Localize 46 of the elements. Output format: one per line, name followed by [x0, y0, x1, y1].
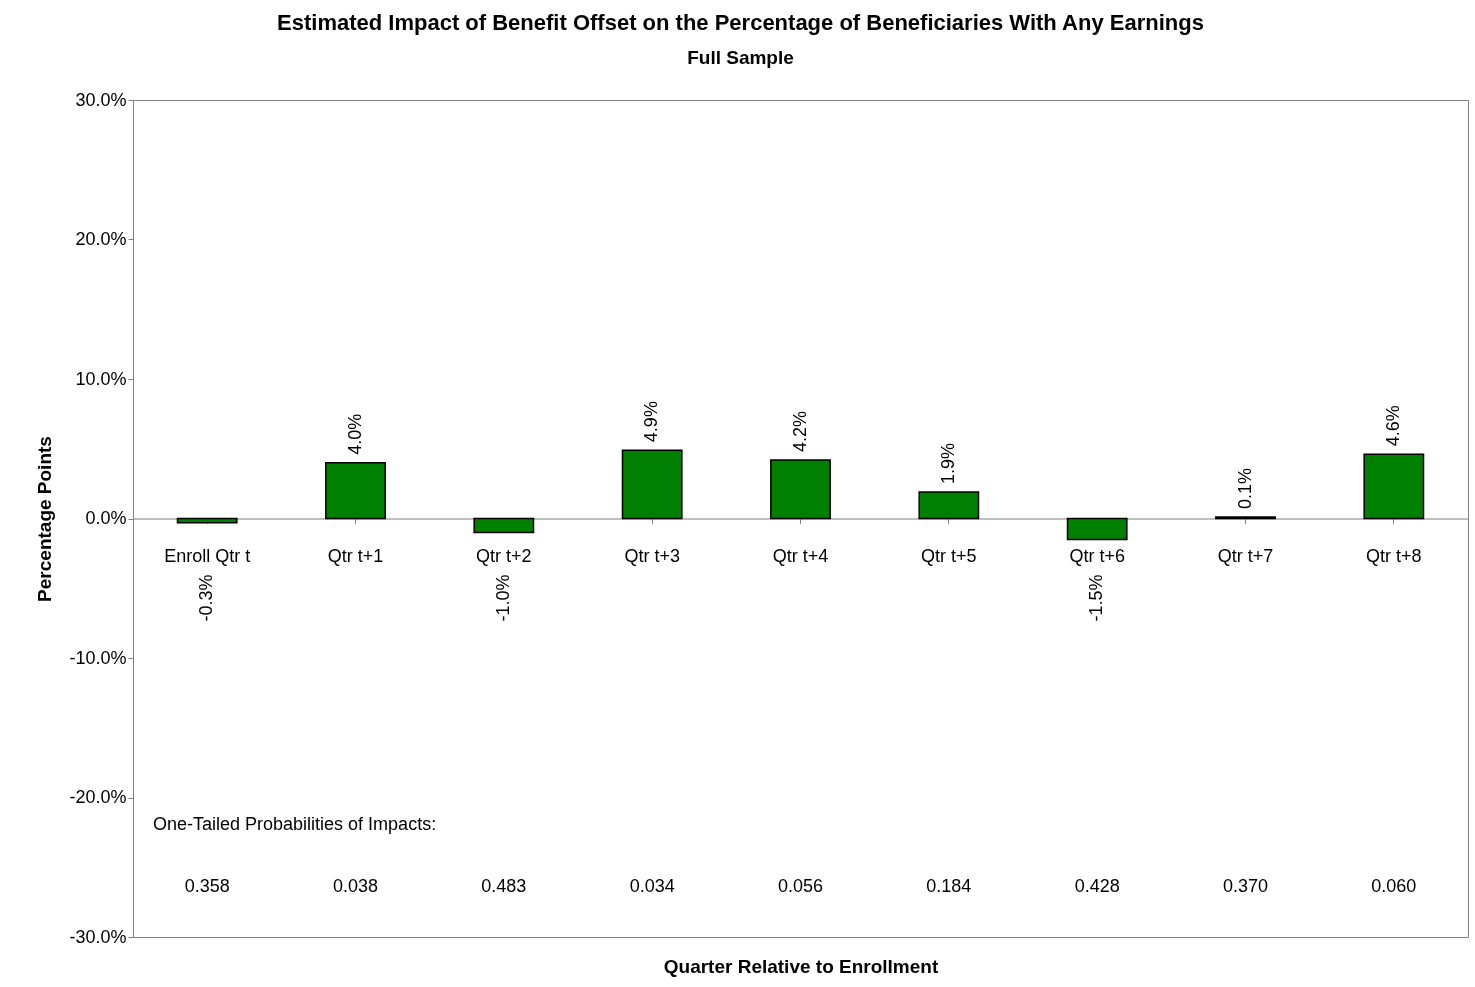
annotation: 0.038: [332, 876, 379, 896]
x-tick-label: Qtr t+6: [1069, 546, 1125, 566]
x-tick-label: Qtr t+7: [1217, 546, 1274, 566]
y-axis-title: Percentage Points: [34, 436, 56, 602]
x-tick-label: Qtr t+8: [1366, 546, 1422, 566]
annotation: 0.034: [629, 876, 675, 896]
y-tick-label: 20.0%: [75, 229, 127, 249]
chart-subtitle: Full Sample: [687, 47, 794, 68]
annotation: 0.056: [777, 876, 824, 896]
data-label: 4.6%: [1382, 405, 1403, 447]
data-label: 4.9%: [641, 401, 662, 443]
x-tick-label: Qtr t+2: [476, 546, 532, 566]
data-label: 0.1%: [1234, 468, 1255, 510]
annotation: 0.358: [184, 876, 230, 896]
y-tick-label: 0.0%: [85, 508, 127, 528]
bar: [1066, 517, 1128, 541]
data-label: -0.3%: [196, 574, 217, 622]
data-label: 4.2%: [789, 410, 810, 452]
y-tick-label: 30.0%: [75, 89, 127, 110]
bar: [325, 461, 386, 520]
data-label: 4.0%: [344, 413, 365, 455]
x-axis-title: Quarter Relative to Enrollment: [663, 955, 939, 977]
x-tick-label: Qtr t+3: [624, 546, 680, 566]
y-tick-label: 10.0%: [75, 368, 127, 389]
data-label: -1.0%: [492, 574, 513, 622]
bar: [621, 449, 683, 520]
annotation: 0.483: [481, 876, 527, 896]
annotation: 0.060: [1371, 876, 1417, 896]
x-tick-label: Qtr t+1: [327, 546, 384, 566]
x-tick-label: Qtr t+4: [772, 546, 829, 566]
data-label: -1.5%: [1086, 574, 1107, 622]
chart-title: Estimated Impact of Benefit Offset on the Percentage of Beneficiaries With Any Earnings: [277, 10, 1204, 35]
y-tick-label: -10.0%: [69, 647, 127, 668]
annotation: 0.370: [1222, 876, 1269, 896]
x-tick-label: Qtr t+5: [921, 546, 977, 566]
annotation: One-Tailed Probabilities of Impacts:: [153, 814, 437, 834]
bar: [473, 517, 535, 534]
bar: [918, 491, 980, 520]
bar: [1363, 453, 1425, 520]
y-tick-label: -30.0%: [69, 926, 127, 947]
annotation: 0.428: [1074, 876, 1120, 896]
data-label: 1.9%: [937, 442, 958, 484]
x-tick-label: Enroll Qtr t: [164, 546, 251, 566]
annotation: 0.184: [926, 876, 972, 896]
bar: [770, 459, 831, 520]
y-tick-label: -20.0%: [69, 787, 127, 807]
